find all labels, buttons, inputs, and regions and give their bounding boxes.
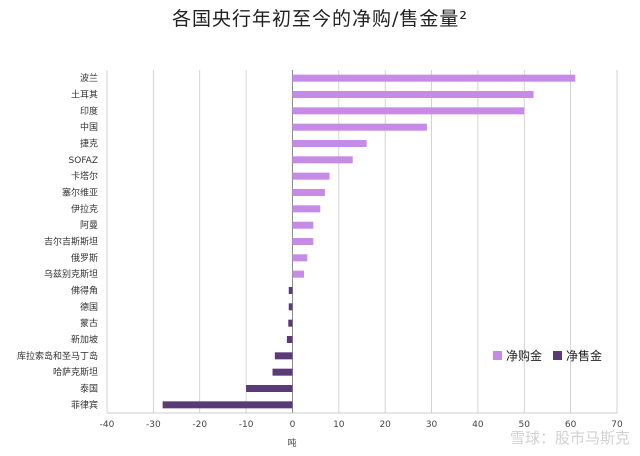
bar-layer xyxy=(162,74,576,409)
bar xyxy=(292,254,308,262)
category-label: 蒙古 xyxy=(80,317,98,329)
legend-swatch-sell xyxy=(553,351,562,360)
category-label: SOFAZ xyxy=(69,156,98,166)
x-tick-label: 70 xyxy=(611,420,623,430)
bar xyxy=(292,238,314,245)
bar xyxy=(292,270,305,278)
x-tick-label: 10 xyxy=(333,420,345,430)
bar xyxy=(288,303,293,311)
x-tick-label: -20 xyxy=(192,420,207,430)
x-axis-ticks: -40 -30 -20 -10 0 10 20 30 40 50 60 70 xyxy=(100,420,623,430)
x-tick-label: -10 xyxy=(239,420,254,430)
bar xyxy=(162,401,293,409)
category-label: 乌兹别克斯坦 xyxy=(44,268,98,280)
chart-title: 各国央行年初至今的净购/售金量² xyxy=(171,8,469,30)
category-label: 德国 xyxy=(80,301,98,313)
bar xyxy=(292,221,314,229)
x-tick-label: 60 xyxy=(565,420,577,430)
bar xyxy=(292,172,330,180)
bar xyxy=(292,107,525,115)
bar xyxy=(292,205,321,213)
category-label: 吉尔吉斯斯坦 xyxy=(44,236,98,248)
bar xyxy=(292,140,367,147)
bar xyxy=(288,287,293,294)
bar xyxy=(288,319,293,327)
x-tick-label: 0 xyxy=(290,420,296,430)
legend-swatch-buy xyxy=(493,351,502,360)
category-label: 波兰 xyxy=(80,72,98,84)
category-label: 俄罗斯 xyxy=(71,252,98,264)
x-tick-label: 50 xyxy=(519,420,531,430)
bar xyxy=(286,336,293,343)
category-label: 捷克 xyxy=(80,138,98,150)
legend: 净购金 净售金 xyxy=(493,348,602,363)
legend-label-buy: 净购金 xyxy=(506,348,542,363)
category-label: 中国 xyxy=(80,121,98,133)
grid-layer xyxy=(106,70,618,414)
category-label: 阿曼 xyxy=(80,220,98,231)
bar xyxy=(292,91,534,98)
bar xyxy=(292,156,353,164)
category-label: 卡塔尔 xyxy=(71,170,98,182)
bar xyxy=(292,74,576,82)
legend-label-sell: 净售金 xyxy=(566,348,602,363)
x-tick-label: -40 xyxy=(100,420,115,430)
category-label: 新加坡 xyxy=(71,334,98,346)
bar xyxy=(292,123,427,131)
bar xyxy=(272,368,293,376)
x-tick-label: 40 xyxy=(472,420,484,430)
x-tick-label: 30 xyxy=(426,420,438,430)
x-tick-label: -30 xyxy=(146,420,161,430)
category-label: 库拉索岛和圣马丁岛 xyxy=(17,350,98,362)
category-label: 伊拉克 xyxy=(71,203,98,215)
bar xyxy=(274,352,293,360)
category-label: 塞尔维亚 xyxy=(62,187,98,199)
category-label: 土耳其 xyxy=(71,89,98,101)
bar xyxy=(292,189,325,196)
category-label: 印度 xyxy=(80,105,98,117)
category-label: 哈萨克斯坦 xyxy=(53,366,98,378)
watermark: 雪球：股市马斯克 xyxy=(509,429,630,447)
x-axis-title: 吨 xyxy=(287,437,296,449)
category-label: 菲律宾 xyxy=(71,399,98,411)
category-label: 佛得角 xyxy=(71,285,98,297)
bar xyxy=(246,385,293,392)
x-tick-label: 20 xyxy=(379,420,391,430)
category-label: 泰国 xyxy=(80,383,98,395)
